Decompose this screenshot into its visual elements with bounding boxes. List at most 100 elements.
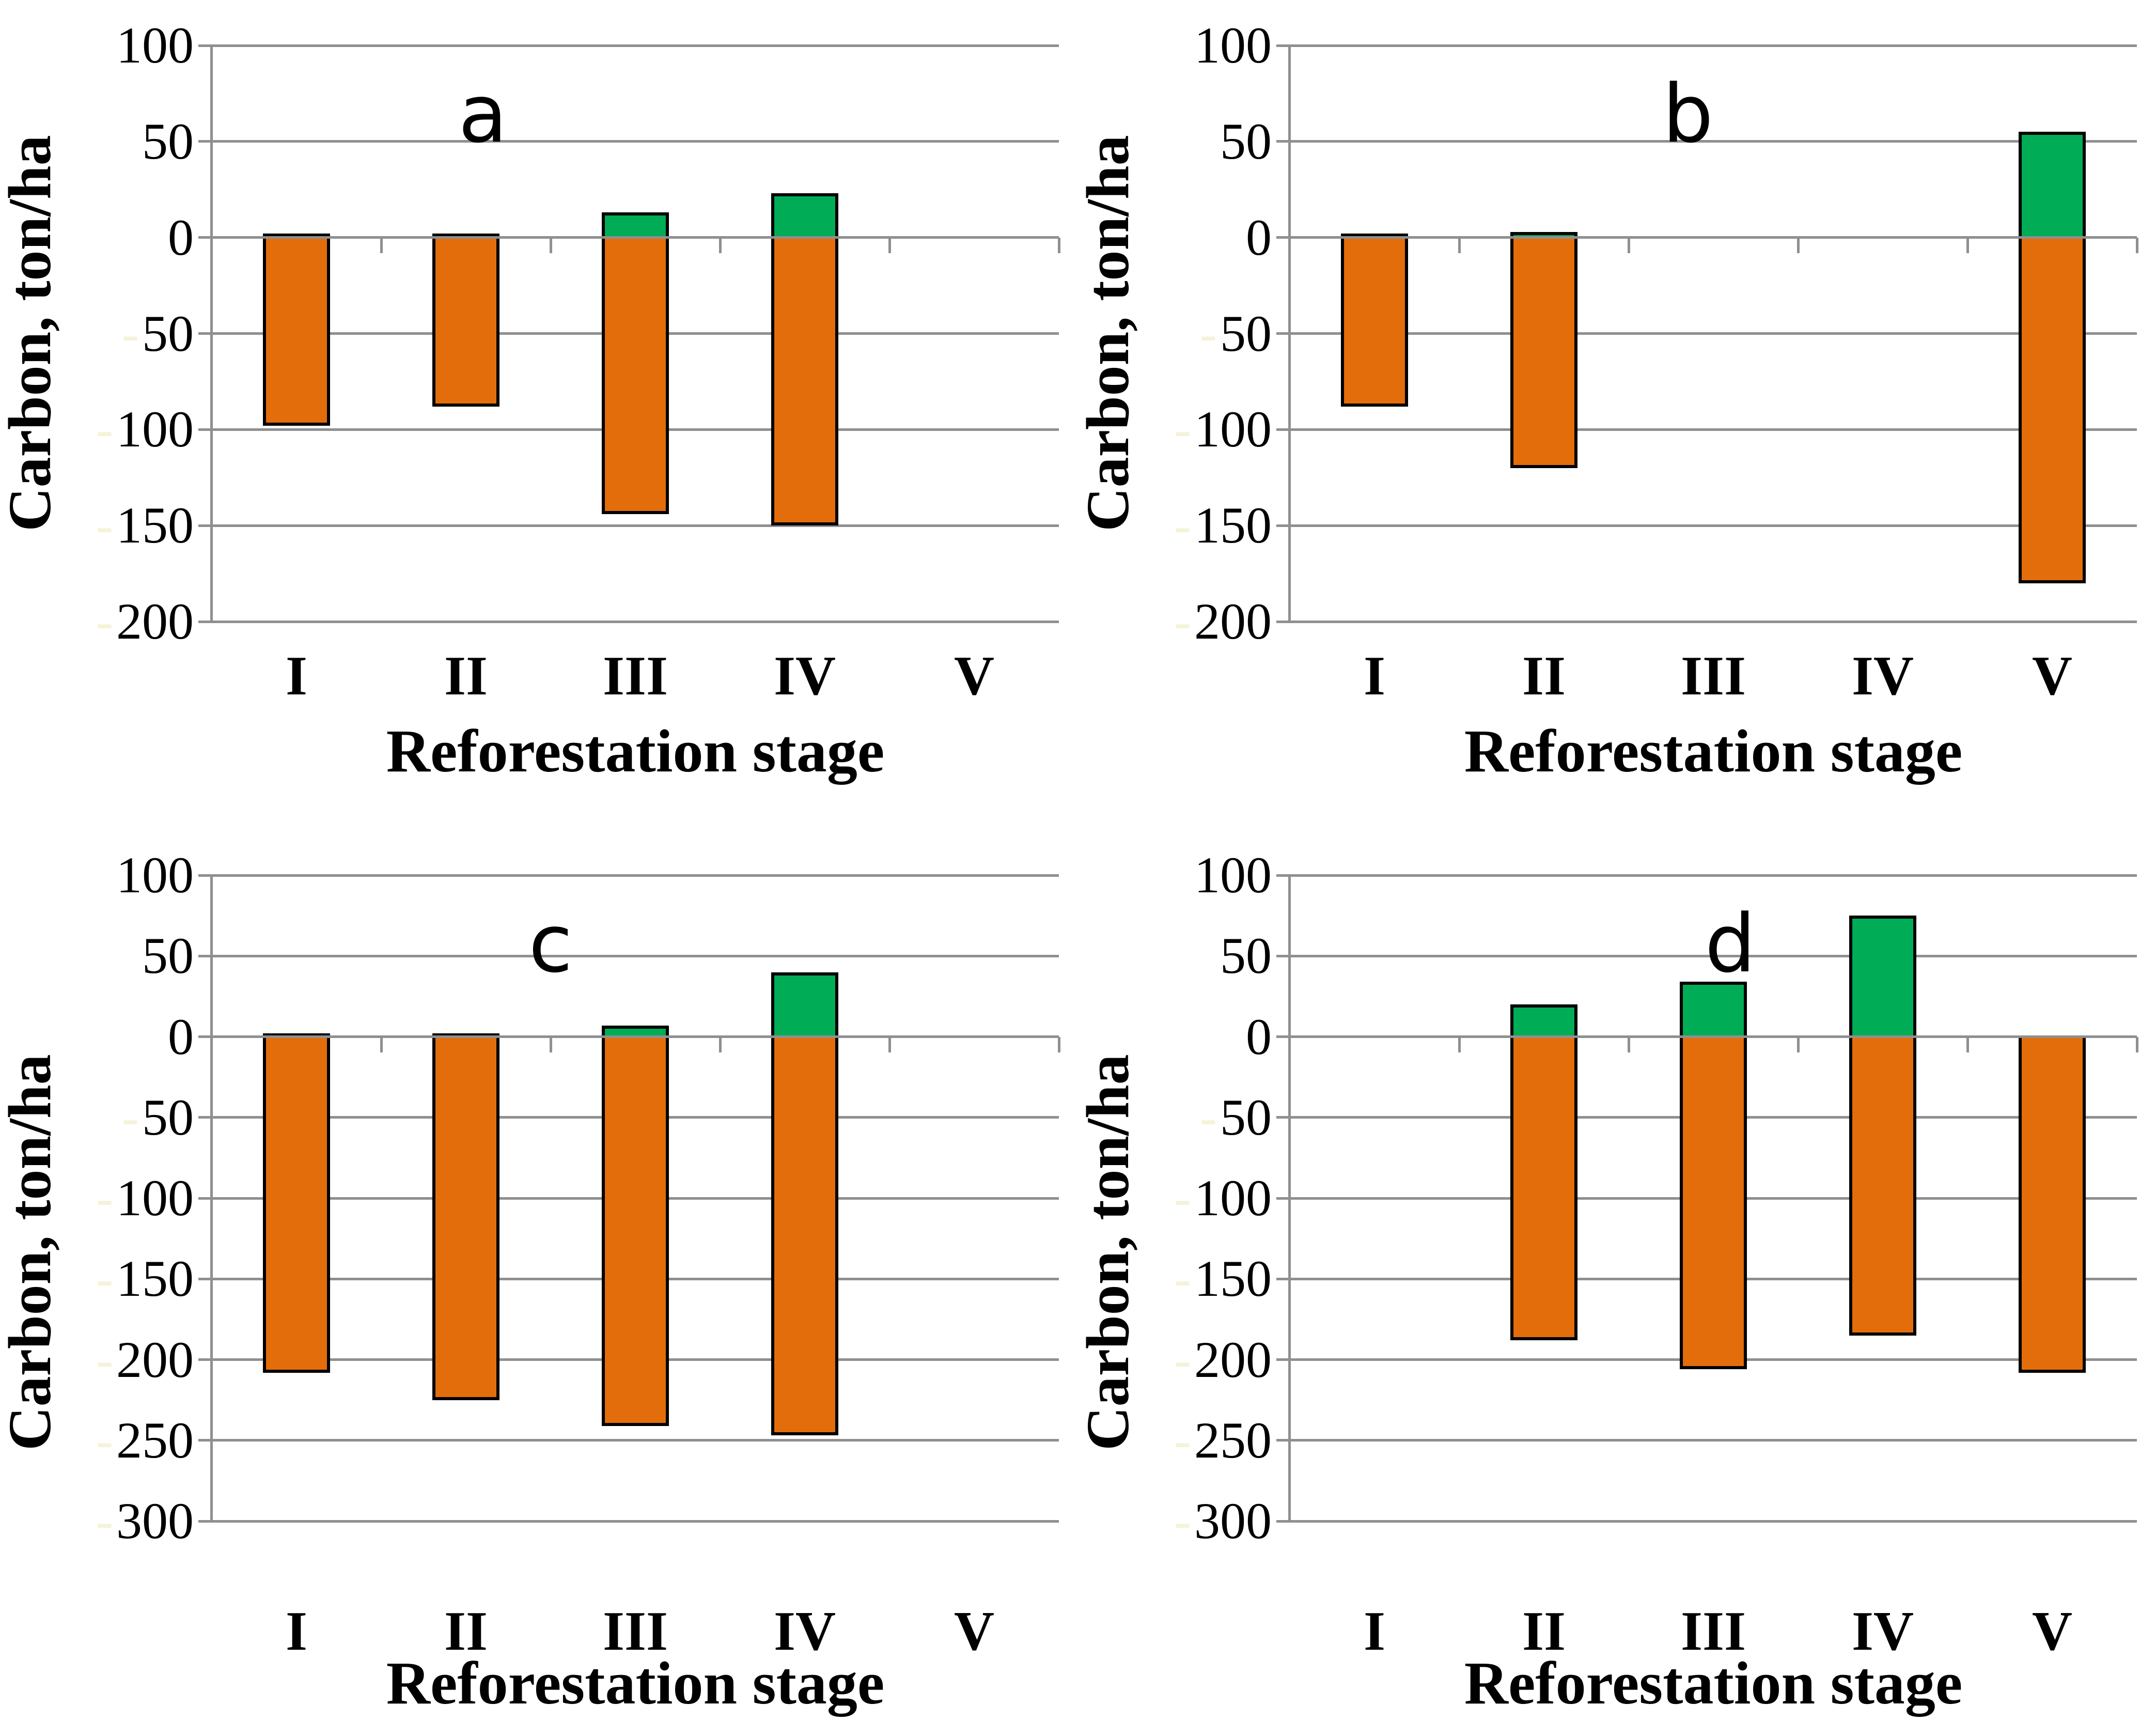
- y-tick-mark: [198, 236, 212, 239]
- muted-minus-sign: -: [1174, 593, 1191, 650]
- x-tick-mark: [1627, 237, 1630, 253]
- y-tick-mark: [1276, 874, 1290, 877]
- y-tick-label: -100: [31, 1172, 194, 1224]
- y-tick-label: -50: [31, 1091, 194, 1143]
- y-tick-label: -50: [1109, 1091, 1272, 1143]
- x-tick-mark: [2135, 237, 2138, 253]
- y-tick-value: 200: [1194, 1330, 1272, 1388]
- y-tick-label: -150: [1109, 1253, 1272, 1305]
- bar-green-segment: [1341, 234, 1408, 238]
- muted-minus-sign: -: [1174, 1250, 1191, 1308]
- x-category-label: IV: [773, 645, 836, 707]
- x-category-label: III: [602, 1601, 668, 1662]
- muted-minus-sign: -: [96, 1250, 113, 1308]
- x-tick-mark: [888, 1036, 891, 1052]
- bar-orange-segment: [771, 237, 838, 526]
- x-tick-mark: [380, 1036, 383, 1052]
- y-gridline: [212, 620, 1059, 623]
- y-tick-label: 0: [1109, 1011, 1272, 1063]
- bar-green-segment: [602, 212, 669, 238]
- muted-minus-sign: -: [1174, 400, 1191, 458]
- y-gridline: [212, 954, 1059, 957]
- y-tick-value: 0: [168, 208, 194, 266]
- zero-line: [212, 236, 1059, 239]
- y-tick-label: -300: [1109, 1495, 1272, 1547]
- x-category-label: III: [1680, 1601, 1746, 1662]
- y-tick-mark: [198, 874, 212, 877]
- x-tick-mark: [2135, 1036, 2138, 1052]
- y-gridline: [1290, 428, 2137, 431]
- y-tick-mark: [1276, 954, 1290, 957]
- muted-minus-sign: -: [1174, 1169, 1191, 1227]
- y-tick-value: 150: [116, 497, 194, 554]
- y-tick-mark: [1276, 1035, 1290, 1038]
- y-tick-value: 50: [1220, 927, 1272, 985]
- bar-green-segment: [1510, 1004, 1577, 1037]
- x-category-label: IV: [1851, 1601, 1914, 1662]
- bar-green-segment: [1849, 916, 1916, 1037]
- x-category-label: V: [2032, 1601, 2072, 1662]
- bar-orange-segment: [602, 1036, 669, 1426]
- y-tick-value: 150: [116, 1250, 194, 1308]
- panel-letter: a: [458, 67, 508, 161]
- y-axis-line: [210, 874, 213, 1523]
- y-tick-value: 100: [116, 1169, 194, 1227]
- zero-line: [1290, 236, 2137, 239]
- x-tick-mark: [718, 1036, 722, 1052]
- y-tick-mark: [198, 954, 212, 957]
- y-tick-label: -150: [31, 500, 194, 551]
- x-category-label: I: [1363, 645, 1386, 707]
- x-category-label: IV: [1851, 645, 1914, 707]
- y-tick-label: -50: [31, 307, 194, 360]
- y-gridline: [1290, 874, 2137, 877]
- x-category-label: IV: [773, 1601, 836, 1662]
- bar-orange-segment: [432, 237, 499, 407]
- bar-green-segment: [432, 234, 499, 238]
- y-tick-label: -100: [1109, 1172, 1272, 1224]
- bar-green-segment: [263, 1033, 330, 1037]
- y-tick-mark: [1276, 1197, 1290, 1200]
- y-tick-value: 150: [1194, 1250, 1272, 1308]
- y-tick-label: -200: [31, 596, 194, 647]
- bar-green-segment: [771, 972, 838, 1037]
- y-gridline: [212, 1520, 1059, 1523]
- y-tick-mark: [198, 140, 212, 143]
- y-tick-value: 150: [1194, 497, 1272, 554]
- muted-minus-sign: -: [96, 1411, 113, 1469]
- bar-orange-segment: [1341, 237, 1408, 407]
- y-tick-mark: [198, 1277, 212, 1280]
- y-tick-mark: [1276, 524, 1290, 527]
- y-tick-mark: [198, 332, 212, 335]
- y-tick-value: 50: [1220, 112, 1272, 170]
- y-tick-mark: [198, 1358, 212, 1361]
- y-tick-label: 50: [1109, 112, 1272, 170]
- y-tick-mark: [1276, 1439, 1290, 1442]
- x-tick-mark: [1057, 1036, 1060, 1052]
- y-gridline: [1290, 620, 2137, 623]
- y-axis-line: [210, 44, 213, 623]
- y-tick-mark: [1276, 1277, 1290, 1280]
- bar-orange-segment: [1510, 1036, 1577, 1340]
- y-tick-value: 200: [116, 1330, 194, 1388]
- panel-letter: b: [1662, 67, 1713, 161]
- y-tick-label: -200: [1109, 596, 1272, 647]
- x-category-label: II: [1522, 1601, 1566, 1662]
- y-tick-value: 0: [1246, 208, 1272, 266]
- y-gridline: [1290, 332, 2137, 335]
- x-axis-title: Reforestation stage: [1464, 1649, 1963, 1717]
- muted-minus-sign: -: [96, 1492, 113, 1549]
- y-tick-label: 0: [31, 208, 194, 266]
- bar-green-segment: [771, 193, 838, 238]
- y-tick-label: -150: [1109, 500, 1272, 551]
- x-category-label: II: [444, 1601, 488, 1662]
- bar-orange-segment: [432, 1036, 499, 1400]
- y-tick-mark: [198, 44, 212, 47]
- y-tick-label: 50: [1109, 930, 1272, 982]
- y-tick-value: 0: [168, 1008, 194, 1065]
- y-tick-value: 100: [116, 17, 194, 74]
